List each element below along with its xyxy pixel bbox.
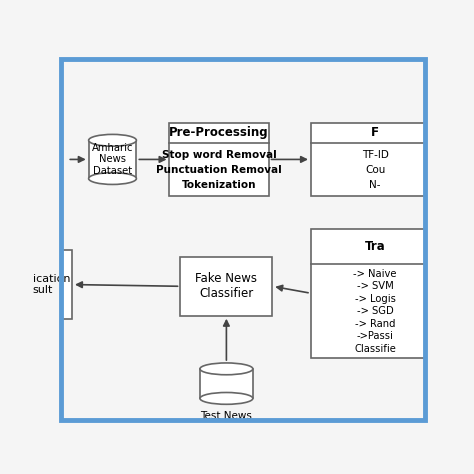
Text: Punctuation Removal: Punctuation Removal bbox=[156, 165, 282, 175]
Ellipse shape bbox=[89, 135, 137, 146]
Ellipse shape bbox=[200, 363, 253, 375]
Text: ication
sult: ication sult bbox=[33, 274, 70, 295]
Bar bbox=[89, 140, 137, 179]
Text: -> Logis: -> Logis bbox=[355, 294, 396, 304]
Text: N-: N- bbox=[369, 180, 381, 190]
Bar bbox=[311, 229, 439, 357]
Text: Test News: Test News bbox=[201, 410, 252, 420]
Text: TF-ID: TF-ID bbox=[362, 150, 389, 160]
Text: Cou: Cou bbox=[365, 165, 385, 175]
FancyBboxPatch shape bbox=[181, 257, 272, 316]
Text: Tra: Tra bbox=[365, 240, 385, 253]
Text: F: F bbox=[371, 126, 379, 139]
Text: Amharic
News
Dataset: Amharic News Dataset bbox=[92, 143, 133, 176]
Bar bbox=[0, 5, 63, 456]
Bar bbox=[200, 369, 253, 398]
Bar bbox=[427, 5, 474, 456]
Text: Classifie: Classifie bbox=[354, 344, 396, 354]
Text: Pre-Processing: Pre-Processing bbox=[169, 126, 269, 139]
Text: -> Naive: -> Naive bbox=[354, 269, 397, 279]
Text: -> SGD: -> SGD bbox=[357, 306, 393, 316]
Text: ->Passi: ->Passi bbox=[357, 331, 393, 341]
Ellipse shape bbox=[89, 173, 137, 184]
Bar bbox=[170, 123, 269, 196]
Text: Fake News
Classifier: Fake News Classifier bbox=[195, 272, 257, 301]
Ellipse shape bbox=[200, 392, 253, 404]
Bar bbox=[311, 123, 439, 196]
Text: -> Rand: -> Rand bbox=[355, 319, 395, 329]
Text: -> SVM: -> SVM bbox=[357, 281, 393, 291]
Bar bbox=[4, 250, 72, 319]
Text: Tokenization: Tokenization bbox=[182, 180, 256, 190]
Text: Stop word Removal: Stop word Removal bbox=[162, 150, 276, 160]
